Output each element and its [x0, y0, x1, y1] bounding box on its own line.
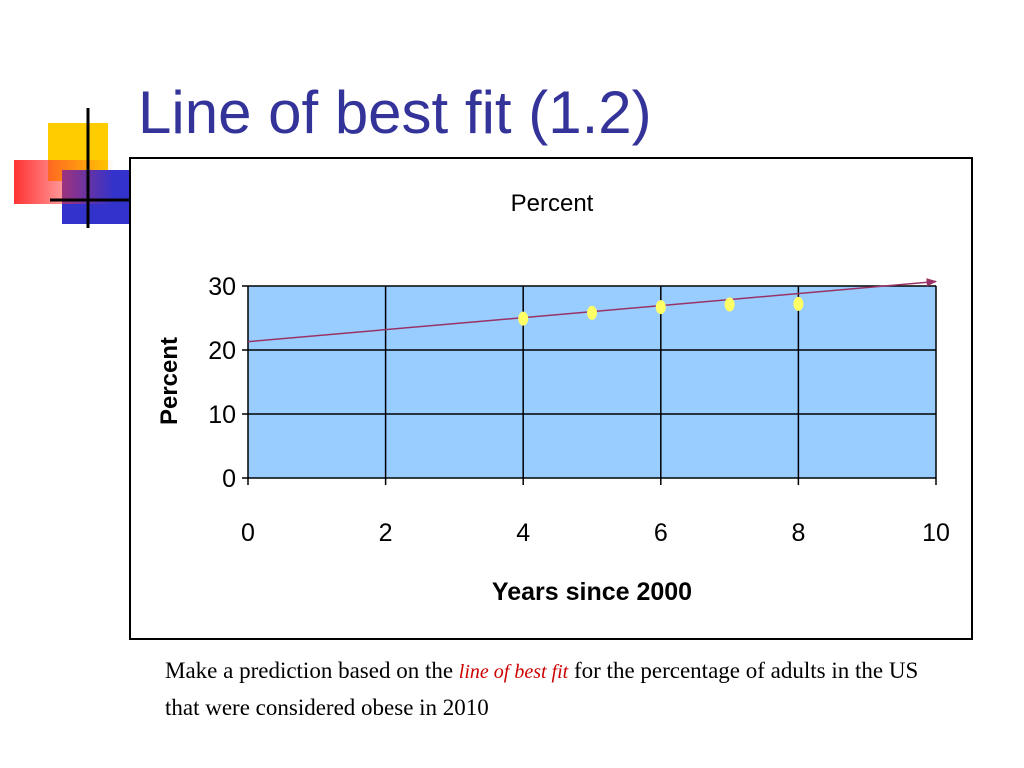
x-tick-label: 8: [791, 519, 805, 547]
x-tick-label: 6: [654, 519, 668, 547]
caption-before: Make a prediction based on the: [165, 658, 459, 683]
red-fade-bar: [14, 160, 114, 204]
data-point: [724, 297, 735, 312]
data-marks: [247, 278, 938, 343]
axes: [242, 285, 937, 485]
y-tick-label: 10: [208, 401, 236, 429]
chart-frame: Percent 0 10 20 30 0 2 4 6 8 10 Years since 2000 …: [129, 157, 973, 640]
slide-title: Line of best fit (1.2): [138, 79, 652, 146]
data-point: [587, 305, 597, 320]
data-point: [518, 311, 529, 326]
y-tick-label: 0: [222, 465, 236, 493]
x-axis-label: Years since 2000: [492, 578, 692, 606]
x-tick-label: 10: [922, 519, 950, 547]
y-axis-label: Percent: [156, 337, 183, 425]
x-tick-label: 2: [379, 519, 393, 547]
data-point: [793, 296, 804, 311]
x-tick-label: 4: [516, 519, 530, 547]
y-tick-label: 30: [208, 273, 236, 301]
chart-title: Percent: [511, 190, 594, 217]
corner-decoration: [14, 108, 132, 228]
caption: Make a prediction based on the line of b…: [165, 653, 925, 726]
data-point: [655, 300, 666, 315]
caption-emphasis: line of best fit: [458, 661, 569, 683]
tick-labels: 0 10 20 30 0 2 4 6 8 10: [208, 273, 950, 547]
caption-after: for the percentage of adults in the US t…: [165, 658, 919, 720]
x-tick-label: 0: [241, 519, 255, 547]
y-tick-label: 20: [208, 337, 236, 365]
